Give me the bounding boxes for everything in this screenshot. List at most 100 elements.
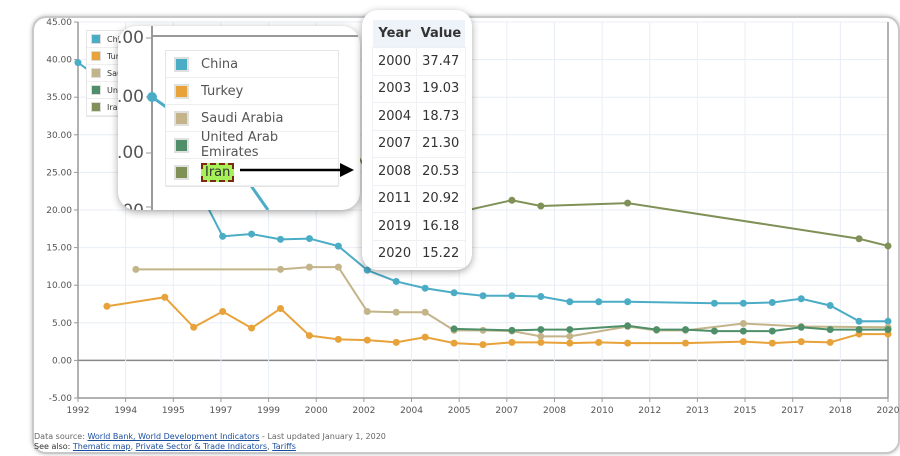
point-turkey: [595, 338, 603, 346]
zoom-legend-china[interactable]: China: [166, 51, 338, 78]
point-china: [305, 235, 313, 243]
y-tick-label: 20.00: [46, 206, 72, 216]
table-row: 2004 18.73: [371, 102, 466, 131]
table-row: 2019 16.18: [371, 212, 466, 241]
legend-label: Turkey: [201, 83, 244, 99]
thematic-map-link[interactable]: Thematic map: [72, 442, 131, 451]
point-china: [508, 292, 516, 300]
year-cell: 2000: [371, 47, 418, 76]
zoom-legend-saudi[interactable]: Saudi Arabia: [166, 105, 338, 132]
value-cell: 19.03: [416, 74, 466, 103]
zoom-axis-label: 5.00: [118, 143, 144, 163]
zoom-legend-uae[interactable]: United Arab Emirates: [166, 130, 338, 160]
table-row: 2000 37.47: [371, 47, 466, 76]
see-also-label: See also:: [34, 442, 71, 451]
point-united-arab-emirates: [653, 326, 661, 334]
axes: -5.00 0.00 5.00 10.00 15.00 20.00 25.00 30.00 35…: [46, 18, 899, 416]
point-turkey: [219, 308, 227, 316]
point-turkey: [566, 339, 574, 347]
x-tick-label: 2000: [305, 406, 328, 416]
point-china: [624, 298, 632, 306]
y-tick-label: 25.00: [46, 168, 72, 178]
x-tick-label: 2018: [829, 406, 852, 416]
point-saudi-arabia: [421, 308, 429, 316]
swatch-icon: [174, 110, 189, 126]
x-tick-label: 2005: [448, 406, 471, 416]
point-china: [826, 302, 834, 310]
point-china: [248, 230, 256, 238]
point-united-arab-emirates: [450, 325, 458, 333]
zoom-legend-turkey[interactable]: Turkey: [166, 78, 338, 105]
point-saudi-arabia: [305, 263, 313, 271]
y-tick-label: -5.00: [49, 394, 73, 404]
point-united-arab-emirates: [797, 323, 805, 331]
point-turkey: [826, 338, 834, 346]
point-turkey: [363, 336, 371, 344]
point-saudi-arabia: [334, 263, 342, 271]
x-tick-label: 1995: [162, 406, 185, 416]
swatch-icon: [91, 51, 101, 61]
data-table-callout: Year Value 2000 37.47 2003 19.03 2004 18.73 200…: [362, 10, 472, 270]
point-turkey: [450, 339, 458, 347]
point-turkey: [161, 293, 169, 301]
point-turkey: [103, 302, 111, 310]
point-turkey: [682, 339, 689, 347]
iran-values-table: Year Value 2000 37.47 2003 19.03 2004 18.73 200…: [371, 20, 466, 268]
point-china: [334, 242, 342, 250]
point-turkey: [334, 335, 342, 343]
point-china: [74, 59, 82, 67]
table-row: 2008 20.53: [371, 157, 466, 186]
x-tick-label: 2017: [781, 406, 804, 416]
legend-label-highlighted: Iran: [201, 162, 235, 182]
point-united-arab-emirates: [710, 327, 718, 335]
x-tick-label: 2008: [543, 406, 566, 416]
point-saudi-arabia: [363, 308, 371, 316]
point-china: [768, 298, 776, 306]
swatch-icon: [91, 102, 101, 112]
zoom-axis-label: 00: [122, 201, 144, 210]
swatch-icon: [174, 83, 189, 99]
updated-text: - Last updated January 1, 2020: [262, 432, 386, 441]
private-sector-link[interactable]: Private Sector & Trade Indicators: [135, 442, 268, 451]
y-tick-label: 35.00: [46, 93, 72, 103]
x-tick-label: 1992: [67, 406, 90, 416]
point-turkey: [190, 323, 198, 331]
point-turkey: [768, 339, 776, 347]
swatch-icon: [91, 34, 101, 44]
swatch-icon: [174, 56, 189, 72]
footer: Data source: World Bank, World Developme…: [34, 432, 386, 451]
point-turkey: [537, 338, 545, 346]
zoom-legend-iran[interactable]: Iran: [166, 159, 338, 186]
point-turkey: [797, 338, 805, 346]
point-united-arab-emirates: [768, 327, 776, 335]
x-tick-label: 1997: [209, 406, 232, 416]
swatch-icon: [91, 85, 101, 95]
year-cell: 2011: [371, 184, 418, 213]
point-china: [739, 299, 747, 307]
legend-label: Ira: [107, 102, 118, 112]
point-china: [595, 298, 603, 306]
y-tick-label: 10.00: [46, 281, 72, 291]
value-cell: 20.92: [416, 184, 466, 213]
point-united-arab-emirates: [537, 326, 545, 334]
point-china: [392, 277, 400, 285]
x-tick-label: 2013: [686, 406, 709, 416]
source-link[interactable]: World Bank, World Development Indicators: [87, 432, 260, 441]
point-china: [855, 317, 863, 325]
x-tick-label: 2010: [591, 406, 614, 416]
year-cell: 2019: [371, 212, 418, 241]
value-cell: 15.22: [416, 239, 466, 268]
value-cell: 16.18: [416, 212, 466, 241]
point-china: [710, 299, 718, 307]
point-china: [884, 317, 892, 325]
point-saudi-arabia: [739, 320, 747, 328]
point-china: [421, 284, 429, 292]
point-china: [537, 292, 545, 300]
y-tick-label: 45.00: [46, 18, 72, 28]
point-iran: [855, 235, 863, 243]
swatch-icon: [174, 164, 189, 180]
x-tick-label: 2012: [638, 406, 661, 416]
tariffs-link[interactable]: Tariffs: [272, 442, 296, 451]
point-united-arab-emirates: [826, 326, 834, 334]
